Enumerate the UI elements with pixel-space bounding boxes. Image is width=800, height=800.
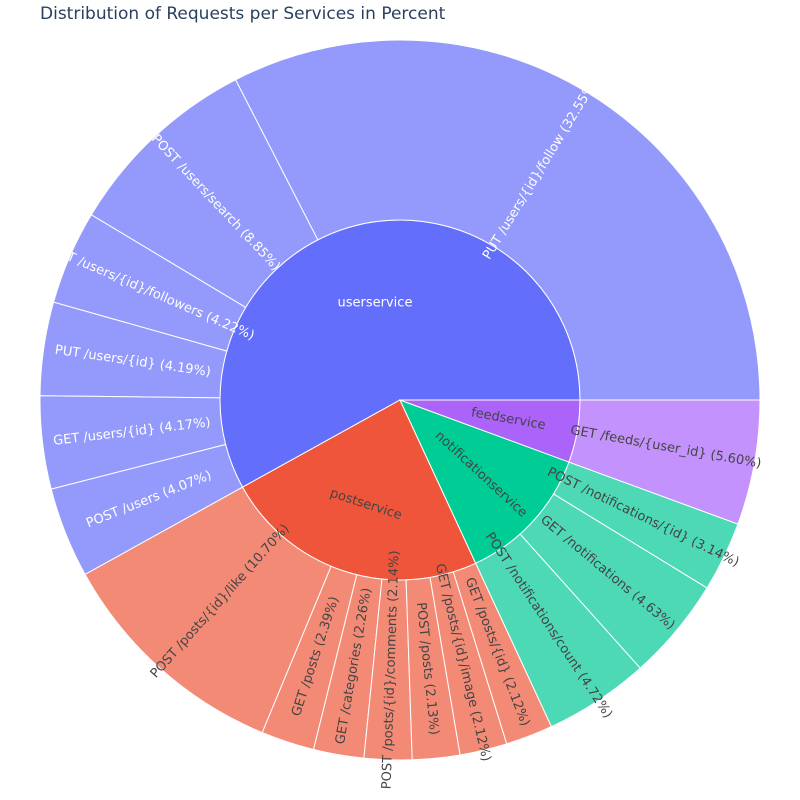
slice-put-users-id-follow-32-55[interactable] [234, 39, 761, 401]
chart-title: Distribution of Requests per Services in… [40, 4, 446, 24]
slice-post-posts-id-like-10-70[interactable] [84, 486, 332, 734]
label-userservice: userservice [338, 296, 413, 311]
slice-get-feeds-user-id-5-60[interactable] [568, 399, 761, 525]
